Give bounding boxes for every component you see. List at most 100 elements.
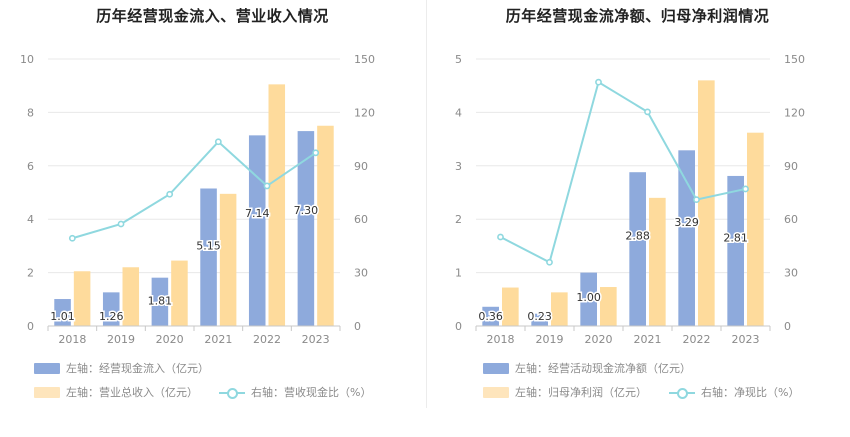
bar-data-label: 5.15 [196, 239, 221, 252]
line-point [742, 185, 749, 193]
legend-item-line[interactable]: 右轴：营收现金比（%） [219, 384, 371, 400]
bar-data-label: 0.23 [527, 310, 552, 323]
x-axis-tick-label: 2022 [683, 333, 711, 346]
bar-data-label: 2.81 [723, 232, 748, 245]
line-point [263, 182, 271, 190]
left-axis-tick-label: 2 [455, 213, 462, 226]
chart-right-svg: 0 0 1 30 2 60 3 90 4 120 5 150 2018 2019 2020 2021 2022 2… [455, 53, 805, 346]
right-axis-tick-label: 150 [784, 53, 805, 66]
bar-secondary [649, 197, 666, 326]
legend-item-bar-secondary[interactable]: 左轴：营业总收入（亿元） [34, 384, 198, 400]
bar-primary [151, 277, 169, 326]
bar-primary [297, 131, 315, 326]
right-axis-tick-label: 90 [354, 160, 368, 173]
line-point [693, 196, 700, 204]
right-axis-tick-label: 0 [354, 320, 361, 333]
bar-secondary [122, 267, 140, 326]
left-axis-tick-label: 4 [27, 213, 34, 226]
bar-data-label: 1.26 [99, 310, 124, 323]
legend-item-line[interactable]: 右轴：净现比（%） [669, 384, 799, 400]
right-axis-tick-label: 60 [784, 213, 798, 226]
line-point [166, 190, 174, 198]
x-axis-tick-label: 2019 [536, 333, 564, 346]
legend-item-bar-primary[interactable]: 左轴：经营现金流入（亿元） [34, 360, 209, 376]
bar-primary [678, 150, 695, 326]
left-axis-tick-label: 5 [455, 53, 462, 66]
legend-label: 右轴：营收现金比（%） [251, 386, 372, 399]
legend-label: 左轴：经营现金流入（亿元） [66, 362, 209, 375]
bar-secondary [698, 80, 715, 326]
right-axis-tick-label: 30 [354, 267, 368, 280]
bar-data-label: 1.00 [576, 291, 601, 304]
bar-data-label: 1.81 [148, 294, 173, 307]
right-axis-tick-label: 90 [784, 160, 798, 173]
left-axis-tick-label: 10 [20, 53, 34, 66]
x-axis-tick-label: 2020 [585, 333, 613, 346]
legend-item-bar-primary[interactable]: 左轴：经营活动现金流净额（亿元） [483, 360, 691, 376]
x-axis-tick-label: 2023 [302, 333, 330, 346]
line-point [497, 233, 504, 241]
bar-data-label: 0.36 [478, 310, 503, 323]
left-axis-tick-label: 4 [455, 106, 462, 119]
left-axis-tick-label: 2 [27, 267, 34, 280]
x-axis-tick-label: 2021 [204, 333, 232, 346]
right-axis-tick-label: 120 [784, 106, 805, 119]
line-point [68, 234, 76, 242]
bar-secondary [502, 287, 519, 326]
bar-data-label: 7.14 [245, 207, 270, 220]
legend-swatch [483, 386, 509, 398]
bar-data-label: 3.29 [674, 216, 699, 229]
chart-left-svg: 0 0 2 30 4 60 6 90 8 120 10 150 2018 2019 2020 2021 2022… [20, 53, 375, 346]
bar-data-label: 1.01 [50, 310, 75, 323]
line-point [595, 78, 602, 86]
x-axis-tick-label: 2019 [107, 333, 135, 346]
bar-data-label: 2.88 [625, 229, 650, 242]
legend-line-icon [219, 387, 245, 399]
x-axis-tick-label: 2018 [58, 333, 86, 346]
right-axis-tick-label: 150 [354, 53, 375, 66]
line-point [312, 149, 320, 157]
bar-primary [727, 175, 744, 326]
line-point [117, 220, 125, 228]
bar-primary [248, 135, 266, 326]
left-axis-tick-label: 6 [27, 160, 34, 173]
legend-swatch [34, 386, 60, 398]
bar-primary [580, 272, 597, 326]
left-axis-tick-label: 3 [455, 160, 462, 173]
chart-title: 历年经营现金流净额、归母净利润情况 [505, 7, 770, 25]
left-axis-tick-label: 0 [455, 320, 462, 333]
right-axis-tick-label: 0 [784, 320, 791, 333]
chart-title: 历年经营现金流入、营业收入情况 [96, 7, 329, 25]
legend-label: 左轴：归母净利润（亿元） [515, 386, 647, 399]
chart-panel-right: 历年经营现金流净额、归母净利润情况 0 0 1 30 2 60 3 90 4 120 5 150 201… [425, 0, 850, 437]
bar-secondary [747, 132, 764, 326]
bar-primary [102, 292, 120, 326]
x-axis-tick-label: 2020 [156, 333, 184, 346]
left-axis-tick-label: 0 [27, 320, 34, 333]
legend-label: 左轴：经营活动现金流净额（亿元） [515, 362, 691, 375]
x-axis-tick-label: 2018 [487, 333, 515, 346]
legend-swatch [34, 362, 60, 374]
left-axis-tick-label: 1 [455, 267, 462, 280]
x-axis-tick-label: 2022 [253, 333, 281, 346]
legend-item-bar-secondary[interactable]: 左轴：归母净利润（亿元） [483, 384, 647, 400]
bar-primary [531, 313, 548, 326]
right-axis-tick-label: 120 [354, 106, 375, 119]
line-point [546, 258, 553, 266]
bar-data-label: 7.30 [294, 204, 319, 217]
line-series [500, 80, 746, 264]
bar-primary [629, 172, 646, 326]
left-axis-tick-label: 8 [27, 106, 34, 119]
legend-label: 右轴：净现比（%） [701, 386, 800, 399]
x-axis-tick-label: 2023 [732, 333, 760, 346]
bar-secondary [171, 260, 188, 326]
x-axis-tick-label: 2021 [634, 333, 662, 346]
right-axis-tick-label: 30 [784, 267, 798, 280]
legend-swatch [483, 362, 509, 374]
right-axis-tick-label: 60 [354, 213, 368, 226]
bar-secondary [551, 292, 568, 326]
bar-primary [54, 299, 71, 326]
bar-primary [200, 188, 217, 326]
legend-line-icon [669, 387, 695, 399]
chart-panel-left: 历年经营现金流入、营业收入情况 0 0 2 30 4 60 6 90 8 120 10 150 2018… [20, 7, 375, 400]
